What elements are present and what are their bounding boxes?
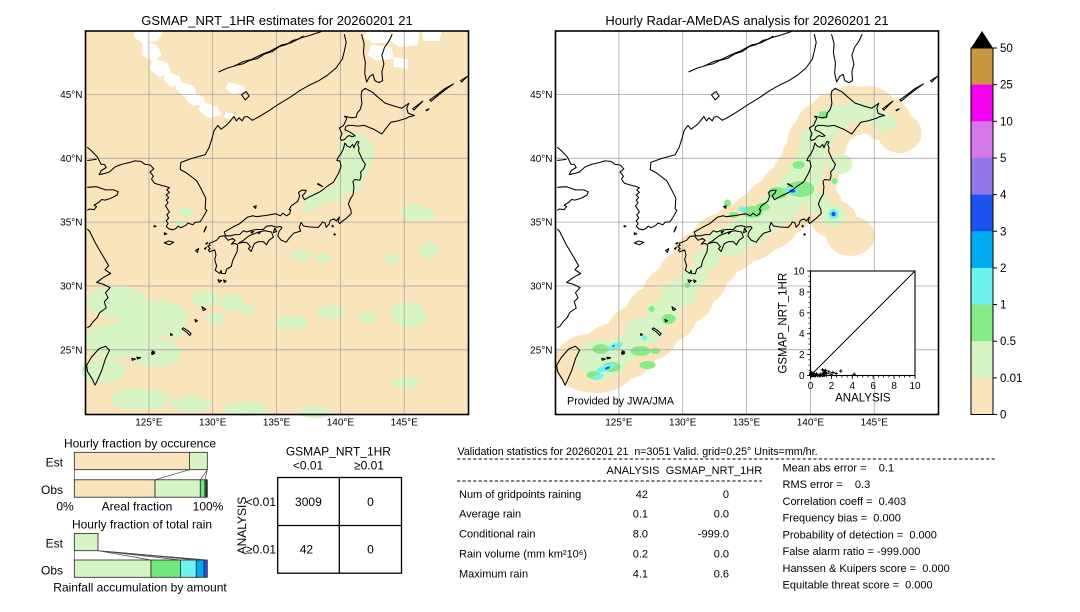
svg-text:GSMAP_NRT_1HR: GSMAP_NRT_1HR [666, 465, 762, 477]
svg-text:42: 42 [636, 489, 648, 501]
svg-text:<0.01: <0.01 [293, 459, 324, 473]
svg-text:-999.0: -999.0 [698, 529, 729, 541]
svg-text:3: 3 [1000, 226, 1006, 238]
svg-text:25°N: 25°N [530, 345, 552, 356]
svg-text:Obs: Obs [41, 483, 63, 497]
svg-text:Maximum rain: Maximum rain [459, 568, 528, 580]
svg-text:35°N: 35°N [60, 218, 82, 229]
svg-text:2: 2 [829, 381, 835, 392]
svg-text:8.0: 8.0 [633, 529, 648, 541]
svg-text:≥0.01: ≥0.01 [354, 459, 384, 473]
svg-text:Hanssen & Kuipers score = 0.0: Hanssen & Kuipers score = 0.000 [783, 563, 950, 575]
svg-text:0.6: 0.6 [714, 568, 729, 580]
svg-text:4: 4 [1000, 190, 1007, 202]
svg-text:Average rain: Average rain [459, 509, 521, 521]
svg-text:6: 6 [870, 381, 876, 392]
svg-text:10: 10 [909, 381, 921, 392]
svg-text:RMS error = 0.3: RMS error = 0.3 [783, 479, 871, 491]
svg-text:Probability of detection = 0.: Probability of detection = 0.000 [783, 529, 937, 541]
svg-text:35°N: 35°N [530, 218, 552, 229]
svg-text:Mean abs error = 0.1: Mean abs error = 0.1 [783, 462, 895, 474]
svg-text:Frequency bias = 0.000: Frequency bias = 0.000 [783, 513, 901, 525]
svg-text:2: 2 [1000, 263, 1006, 275]
svg-text:Obs: Obs [41, 564, 63, 578]
svg-text:0: 0 [367, 543, 374, 557]
svg-text:4: 4 [850, 381, 856, 392]
svg-text:Hourly fraction by occurence: Hourly fraction by occurence [64, 437, 216, 451]
svg-text:10: 10 [793, 267, 805, 278]
svg-text:4.1: 4.1 [633, 568, 648, 580]
svg-text:145°E: 145°E [391, 417, 419, 428]
svg-text:Num of gridpoints raining: Num of gridpoints raining [459, 489, 581, 501]
svg-text:<0.01: <0.01 [246, 495, 277, 509]
svg-text:125°E: 125°E [605, 417, 633, 428]
svg-text:Validation statistics for 2026: Validation statistics for 20260201 21 n=… [458, 446, 818, 458]
svg-text:40°N: 40°N [530, 154, 552, 165]
svg-text:6: 6 [799, 308, 805, 319]
svg-text:False alarm ratio = -999.000: False alarm ratio = -999.000 [783, 546, 921, 558]
svg-text:Areal fraction: Areal fraction [102, 500, 173, 514]
svg-text:GSMAP_NRT_1HR estimates for 20: GSMAP_NRT_1HR estimates for 20260201 21 [141, 13, 412, 28]
svg-text:0: 0 [808, 381, 814, 392]
svg-text:Hourly fraction of total rain: Hourly fraction of total rain [72, 518, 212, 532]
svg-text:Rain volume (mm km²10⁶): Rain volume (mm km²10⁶) [459, 549, 587, 561]
svg-text:8: 8 [799, 287, 805, 298]
svg-text:Correlation coeff = 0.403: Correlation coeff = 0.403 [783, 496, 907, 508]
svg-text:GSMAP_NRT_1HR: GSMAP_NRT_1HR [778, 273, 790, 374]
svg-text:0%: 0% [56, 500, 74, 514]
svg-text:140°E: 140°E [327, 417, 355, 428]
svg-text:140°E: 140°E [797, 417, 825, 428]
svg-text:Rainfall accumulation by amoun: Rainfall accumulation by amount [53, 581, 227, 595]
svg-text:3009: 3009 [295, 495, 322, 509]
svg-text:30°N: 30°N [530, 282, 552, 293]
svg-text:100%: 100% [193, 500, 224, 514]
svg-text:42: 42 [300, 543, 314, 557]
svg-text:25°N: 25°N [60, 345, 82, 356]
svg-text:40°N: 40°N [60, 154, 82, 165]
svg-text:ANALYSIS: ANALYSIS [235, 497, 249, 555]
svg-text:0.2: 0.2 [633, 549, 648, 561]
svg-text:0.5: 0.5 [1000, 336, 1016, 348]
svg-text:0.0: 0.0 [714, 509, 729, 521]
svg-text:30°N: 30°N [60, 282, 82, 293]
svg-text:0: 0 [799, 371, 805, 382]
svg-text:1: 1 [1000, 300, 1006, 312]
svg-text:ANALYSIS: ANALYSIS [607, 465, 660, 477]
svg-text:Est: Est [46, 456, 64, 470]
svg-text:≥0.01: ≥0.01 [246, 543, 276, 557]
svg-text:50: 50 [1000, 43, 1013, 55]
svg-text:Equitable threat score = 0.00: Equitable threat score = 0.000 [783, 580, 933, 592]
svg-text:145°E: 145°E [861, 417, 889, 428]
svg-text:125°E: 125°E [135, 417, 163, 428]
svg-text:2: 2 [799, 350, 805, 361]
svg-text:0.1: 0.1 [633, 509, 648, 521]
svg-text:0: 0 [723, 489, 729, 501]
svg-text:135°E: 135°E [733, 417, 761, 428]
svg-text:Provided by JWA/JMA: Provided by JWA/JMA [567, 396, 675, 408]
svg-text:5: 5 [1000, 153, 1006, 165]
svg-text:135°E: 135°E [263, 417, 291, 428]
svg-text:0.01: 0.01 [1000, 373, 1022, 385]
svg-text:130°E: 130°E [199, 417, 227, 428]
svg-text:Hourly Radar-AMeDAS analysis f: Hourly Radar-AMeDAS analysis for 2026020… [605, 13, 888, 28]
svg-text:25: 25 [1000, 80, 1013, 92]
svg-text:4: 4 [799, 329, 805, 340]
svg-text:8: 8 [891, 381, 897, 392]
svg-text:10: 10 [1000, 116, 1013, 128]
svg-text:45°N: 45°N [60, 90, 82, 101]
svg-text:GSMAP_NRT_1HR: GSMAP_NRT_1HR [286, 445, 391, 459]
svg-text:0.0: 0.0 [714, 549, 729, 561]
svg-text:Est: Est [46, 537, 64, 551]
svg-text:Conditional rain: Conditional rain [459, 529, 535, 541]
svg-text:ANALYSIS: ANALYSIS [835, 393, 891, 405]
svg-text:0: 0 [1000, 410, 1006, 422]
svg-text:45°N: 45°N [530, 90, 552, 101]
svg-text:130°E: 130°E [669, 417, 697, 428]
svg-text:0: 0 [367, 495, 374, 509]
